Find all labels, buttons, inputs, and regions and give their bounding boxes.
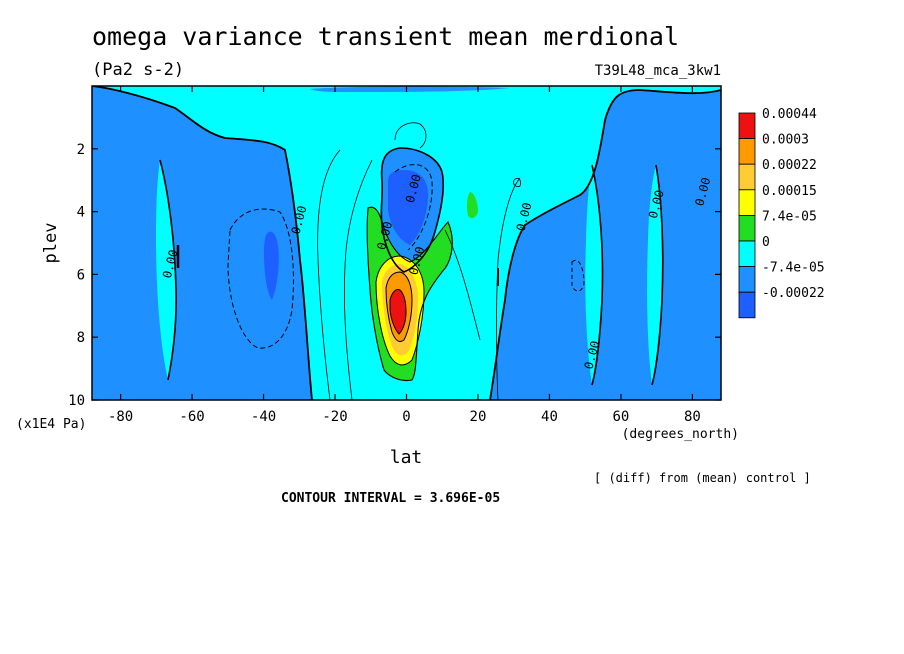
north-cyan-corridor-2 [647,165,663,385]
colorbar-label: 0.0003 [762,133,809,148]
colorbar-swatch [738,214,756,242]
south-cyan-corridor [156,160,177,380]
run-label: T39L48_mca_3kw1 [595,63,721,79]
colorbar-swatch [738,138,756,165]
chart-title: omega variance transient mean merdional [92,22,679,51]
y-tick-label: 4 [77,205,85,221]
plot-area [92,86,721,400]
colorbar-label: 0.00044 [762,107,817,122]
x-tick-label: 80 [684,409,701,425]
colorbar-swatch [738,112,756,140]
top-negative-streak [310,86,510,92]
x-tick-label: -40 [251,409,276,425]
north-negative-region [490,86,721,400]
y-axis-label: plev [41,223,61,264]
y-axis-units: (x1E4 Pa) [16,417,86,432]
x-tick-label: -80 [108,409,133,425]
footnote: [ (diff) from (mean) control ] [594,471,811,485]
colorbar-swatch [738,291,756,319]
colorbar-label: 0.00015 [762,184,817,199]
x-axis-units: (degrees_north) [622,427,739,442]
colorbar-label: 0 [762,235,770,250]
colorbar: 0.00044 0.0003 0.00022 0.00015 7.4e-05 0 -7.4e… [738,107,825,319]
contour-interval: CONTOUR INTERVAL = 3.696E-05 [281,491,500,506]
colorbar-swatch [738,163,756,191]
x-tick-label: 40 [541,409,558,425]
x-tick-label: 20 [470,409,487,425]
colorbar-swatch [738,189,756,216]
colorbar-label: 0.00022 [762,158,817,173]
colorbar-swatch [738,240,756,268]
y-tick-label: 6 [77,267,85,283]
south-negative-region [92,86,312,400]
y-tick-label: 2 [77,142,85,158]
y-tick-label: 8 [77,330,85,346]
y-tick-label: 10 [68,393,85,409]
x-tick-label: 60 [613,409,630,425]
north-cyan-corridor-1 [585,165,603,385]
x-axis: -80 -60 -40 -20 0 20 40 60 80 [108,86,701,425]
colorbar-label: -0.00022 [762,286,825,301]
units-label: (Pa2 s-2) [92,60,184,80]
colorbar-label: -7.4e-05 [762,261,825,276]
x-tick-label: -60 [179,409,204,425]
x-tick-label: 0 [402,409,410,425]
x-axis-label: lat [390,447,423,468]
colorbar-swatch [738,266,756,293]
small-positive-blob [466,192,478,219]
x-tick-label: -20 [322,409,347,425]
upper-negative-core [388,170,428,245]
contour-lines [92,86,721,400]
y-axis: 2 4 6 8 10 [68,142,721,409]
plume-maximum [390,289,406,334]
southern-negative-core [264,231,279,300]
colorbar-label: 7.4e-05 [762,209,817,224]
